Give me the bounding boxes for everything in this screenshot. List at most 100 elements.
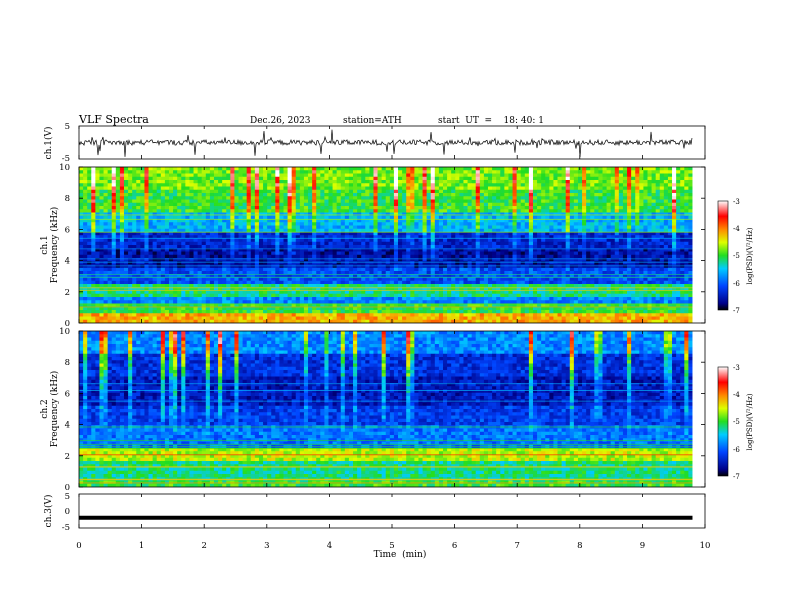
ch1-spectrogram-cell	[299, 202, 305, 207]
ch1-spectrogram-cell	[426, 261, 432, 265]
ch1-spectrogram-cell	[87, 264, 92, 269]
ch1-spectrogram-cell	[680, 186, 685, 191]
ch1-spectrogram-cell	[201, 173, 207, 178]
ch1-spectrogram-cell	[115, 235, 121, 239]
ch1-spectrogram-cell	[320, 251, 325, 256]
ch1-spectrogram-cell	[299, 248, 305, 252]
ch1-spectrogram-cell	[451, 173, 456, 178]
ch1-spectrogram-cell	[164, 267, 170, 272]
ch1-spectrogram-cell	[275, 264, 280, 269]
ch1-spectrogram-cell	[132, 202, 137, 207]
ch1-spectrogram-cell	[250, 183, 256, 187]
ch1-spectrogram-cell	[308, 189, 313, 194]
ch1-spectrogram-cell	[492, 170, 497, 174]
ch1-spectrogram-cell	[569, 183, 575, 187]
ch1-spectrogram-cell	[291, 183, 297, 187]
ch1-spectrogram-cell	[156, 261, 162, 265]
ch1-spectrogram-cell	[205, 183, 211, 187]
ch1-spectrogram-cell	[328, 238, 333, 243]
ch1-spectrogram-cell	[426, 245, 432, 249]
ch1-spectrogram-cell	[103, 212, 109, 217]
ch1-spectrogram-cell	[422, 180, 428, 184]
ch1-spectrogram-cell	[136, 267, 141, 272]
ch1-spectrogram-cell	[659, 196, 665, 200]
ch1-spectrogram-cell	[610, 176, 616, 181]
ch1-spectrogram-cell	[83, 241, 88, 246]
ch1-spectrogram-cell	[398, 267, 403, 272]
ch1-spectrogram-cell	[508, 258, 513, 262]
ch1-spectrogram-cell	[377, 176, 383, 181]
ch1-spectrogram-cell	[267, 261, 272, 265]
ch1-spectrogram-cell	[197, 189, 203, 194]
ch1-spectrogram-cell	[295, 206, 301, 210]
ch1-spectrogram-cell	[455, 212, 460, 217]
ch1-spectrogram-cell	[197, 251, 203, 256]
ch1-spectrogram-cell	[353, 180, 358, 184]
ch1-spectrogram-cell	[299, 271, 305, 275]
ch1-spectrogram-cell	[655, 209, 661, 213]
ch1-spectrogram-cell	[115, 225, 121, 230]
ch1-spectrogram-cell	[430, 232, 436, 236]
ch1-spectrogram-cell	[357, 186, 362, 191]
ch1-spectrogram-cell	[582, 186, 587, 191]
ch1-spectrogram-cell	[680, 271, 685, 275]
ch1-spectrogram-cell	[152, 258, 158, 262]
ch1-spectrogram-cell	[434, 219, 440, 223]
ch1-spectrogram-cell	[91, 267, 96, 272]
ch1-spectrogram-cell	[95, 225, 100, 230]
ch1-spectrogram-cell	[651, 212, 657, 217]
ch1-spectrogram-cell	[254, 176, 260, 181]
ch1-spectrogram-cell	[303, 258, 309, 262]
ch1-spectrogram-cell	[238, 196, 243, 200]
ch1-spectrogram-cell	[103, 254, 109, 259]
ch1-spectrogram-cell	[115, 258, 121, 262]
ch1-spectrogram-cell	[365, 212, 370, 217]
ch1-spectrogram-cell	[651, 232, 657, 236]
ch1-spectrogram-cell	[590, 264, 595, 269]
ch1-spectrogram-cell	[312, 238, 317, 243]
ch1-spectrogram-cell	[528, 196, 534, 200]
ch1-spectrogram-cell	[164, 251, 170, 256]
ch1-spectrogram-cell	[667, 183, 673, 187]
ch1-spectrogram-cell	[606, 212, 612, 217]
ch1-spectrogram-cell	[565, 264, 571, 269]
ch1-spectrogram-cell	[357, 167, 362, 171]
ch1-spectrogram-cell	[602, 254, 607, 259]
ch1-spectrogram-cell	[639, 248, 644, 252]
ch1-spectrogram-cell	[123, 193, 129, 197]
ch1-spectrogram-cell	[639, 176, 644, 181]
ch1-spectrogram-cell	[156, 254, 162, 259]
ch1-spectrogram-cell	[316, 225, 321, 230]
ch1-spectrogram-cell	[647, 225, 652, 230]
ch1-spectrogram-cell	[622, 267, 628, 272]
ch1-spectrogram-cell	[667, 202, 673, 207]
ch1-spectrogram-cell	[667, 222, 673, 226]
ch1-spectrogram-cell	[528, 245, 534, 249]
ch1-spectrogram-cell	[287, 189, 293, 194]
ch1-spectrogram-cell	[95, 261, 100, 265]
ch1-spectrogram-cell	[500, 176, 505, 181]
ch1-spectrogram-cell	[299, 199, 305, 204]
ch1-spectrogram-cell	[226, 180, 231, 184]
ch1-spectrogram-cell	[496, 267, 501, 272]
ch1-spectrogram-cell	[483, 235, 489, 239]
ch1-spectrogram-cell	[119, 209, 125, 213]
ch1-spectrogram-cell	[226, 245, 231, 249]
ch1-spectrogram-cell	[586, 235, 591, 239]
ch1-spectrogram-cell	[516, 222, 522, 226]
ch1-spectrogram-cell	[123, 196, 129, 200]
ch1-spectrogram-cell	[181, 173, 186, 178]
ch1-spectrogram-cell	[312, 199, 317, 204]
ch1-spectrogram-cell	[520, 264, 526, 269]
ch1-spectrogram-cell	[381, 232, 387, 236]
ch1-spectrogram-cell	[340, 189, 346, 194]
ch1-spectrogram-cell	[385, 238, 391, 243]
ch1-spectrogram-cell	[234, 222, 239, 226]
ch1-spectrogram-cell	[213, 232, 219, 236]
ch1-spectrogram-cell	[181, 222, 186, 226]
ch1-spectrogram-cell	[647, 176, 652, 181]
ch1-spectrogram-cell	[189, 245, 194, 249]
ch1-spectrogram-cell	[528, 199, 534, 204]
ch1-spectrogram-cell	[614, 251, 620, 256]
ch1-spectrogram-cell	[87, 176, 92, 181]
